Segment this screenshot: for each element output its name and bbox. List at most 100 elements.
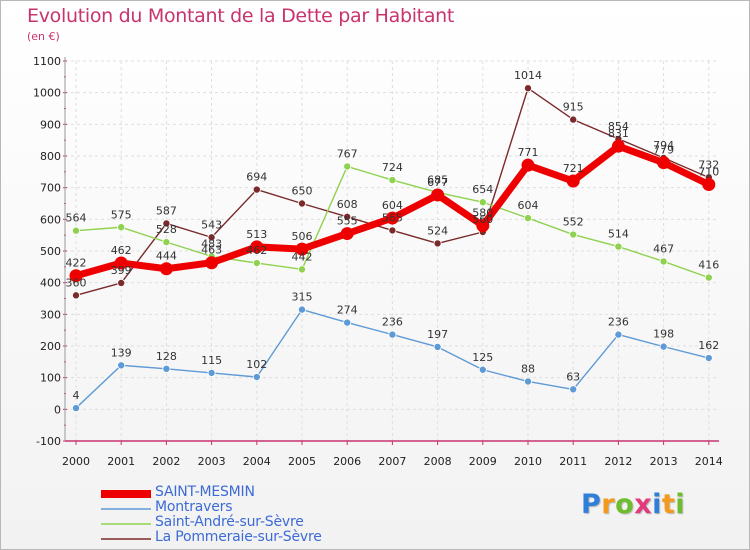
legend-label-saint-andre: Saint-André-sur-Sèvre bbox=[155, 514, 304, 530]
logo-letter: x bbox=[634, 489, 653, 520]
data-point-1 bbox=[659, 342, 668, 351]
data-point-1 bbox=[433, 342, 442, 351]
data-point-2 bbox=[388, 176, 397, 185]
data-point-3 bbox=[117, 278, 126, 287]
data-point-0 bbox=[159, 262, 173, 276]
data-point-0 bbox=[340, 227, 354, 241]
legend-swatch-1 bbox=[101, 508, 151, 510]
data-label-0: 677 bbox=[427, 176, 448, 189]
data-point-1 bbox=[252, 373, 261, 382]
data-point-0 bbox=[69, 269, 83, 283]
data-label-0: 580 bbox=[472, 207, 493, 220]
y-tick-label: 1000 bbox=[33, 87, 61, 100]
data-point-3 bbox=[297, 199, 306, 208]
data-label-1: 162 bbox=[698, 339, 719, 352]
data-label-2: 483 bbox=[201, 237, 222, 250]
legend-swatch-0 bbox=[101, 490, 151, 498]
data-label-0: 513 bbox=[246, 228, 267, 241]
data-label-3: 399 bbox=[111, 264, 132, 277]
data-point-2 bbox=[478, 198, 487, 207]
legend-swatch-3 bbox=[101, 538, 151, 540]
legend-label-la-pommeraie: La Pommeraie-sur-Sèvre bbox=[155, 529, 322, 545]
x-tick-label: 2001 bbox=[107, 455, 135, 468]
data-point-1 bbox=[478, 365, 487, 374]
y-tick-label: 300 bbox=[40, 308, 61, 321]
x-tick-label: 2005 bbox=[288, 455, 316, 468]
data-label-1: 236 bbox=[608, 316, 629, 329]
data-point-0 bbox=[385, 211, 399, 225]
x-tick-label: 2000 bbox=[62, 455, 90, 468]
data-point-2 bbox=[117, 223, 126, 232]
data-label-1: 197 bbox=[427, 328, 448, 341]
y-tick-label: 600 bbox=[40, 213, 61, 226]
chart-unit: (en €) bbox=[27, 30, 60, 43]
data-label-0: 463 bbox=[201, 244, 222, 257]
data-label-1: 115 bbox=[201, 354, 222, 367]
data-label-2: 442 bbox=[292, 250, 313, 263]
y-tick-label: 900 bbox=[40, 118, 61, 131]
data-point-0 bbox=[476, 219, 490, 233]
data-label-3: 560 bbox=[472, 213, 493, 226]
data-point-1 bbox=[72, 404, 81, 413]
data-label-0: 462 bbox=[111, 244, 132, 257]
data-label-1: 4 bbox=[73, 389, 80, 402]
y-tick-label: 100 bbox=[40, 372, 61, 385]
proxiti-logo: Proxiti bbox=[581, 489, 685, 520]
legend-swatch-2 bbox=[101, 523, 151, 525]
x-tick-label: 2014 bbox=[695, 455, 723, 468]
data-label-3: 732 bbox=[698, 159, 719, 172]
logo-letter: r bbox=[601, 489, 616, 520]
data-point-2 bbox=[569, 230, 578, 239]
y-tick-label: 1100 bbox=[33, 55, 61, 68]
x-tick-label: 2007 bbox=[378, 455, 406, 468]
data-label-3: 360 bbox=[66, 276, 87, 289]
y-tick-label: 700 bbox=[40, 182, 61, 195]
data-point-3 bbox=[72, 291, 81, 300]
y-tick-label: 200 bbox=[40, 340, 61, 353]
x-tick-label: 2009 bbox=[469, 455, 497, 468]
data-label-1: 198 bbox=[653, 328, 674, 341]
data-label-2: 552 bbox=[563, 216, 584, 229]
data-point-1 bbox=[704, 354, 713, 363]
data-point-0 bbox=[657, 156, 671, 170]
data-label-0: 831 bbox=[608, 127, 629, 140]
logo-letter: o bbox=[615, 489, 635, 520]
data-label-1: 102 bbox=[246, 358, 267, 371]
data-point-1 bbox=[207, 368, 216, 377]
x-tick-label: 2006 bbox=[333, 455, 361, 468]
data-point-0 bbox=[521, 158, 535, 172]
data-point-3 bbox=[252, 185, 261, 194]
data-point-2 bbox=[72, 226, 81, 235]
data-label-2: 514 bbox=[608, 228, 629, 241]
data-point-2 bbox=[659, 257, 668, 266]
data-point-3 bbox=[524, 84, 533, 93]
data-point-3 bbox=[343, 212, 352, 221]
data-point-0 bbox=[114, 256, 128, 270]
data-label-2: 564 bbox=[66, 212, 87, 225]
data-label-2: 604 bbox=[518, 199, 539, 212]
x-tick-label: 2008 bbox=[424, 455, 452, 468]
data-label-2: 467 bbox=[653, 242, 674, 255]
data-label-3: 587 bbox=[156, 204, 177, 217]
data-label-3: 1014 bbox=[514, 69, 542, 82]
data-label-0: 604 bbox=[382, 199, 403, 212]
data-label-0: 710 bbox=[698, 166, 719, 179]
data-label-0: 555 bbox=[337, 215, 358, 228]
data-label-3: 794 bbox=[653, 139, 674, 152]
data-point-0 bbox=[702, 178, 716, 191]
data-label-0: 506 bbox=[292, 230, 313, 243]
data-point-0 bbox=[295, 242, 309, 256]
data-label-1: 125 bbox=[472, 351, 493, 364]
x-tick-label: 2012 bbox=[604, 455, 632, 468]
x-tick-label: 2003 bbox=[198, 455, 226, 468]
data-point-2 bbox=[343, 162, 352, 171]
data-point-3 bbox=[207, 233, 216, 242]
data-label-2: 528 bbox=[156, 223, 177, 236]
data-point-2 bbox=[704, 273, 713, 282]
data-point-3 bbox=[162, 219, 171, 228]
data-label-0: 444 bbox=[156, 250, 177, 263]
data-label-1: 88 bbox=[521, 362, 535, 375]
data-point-0 bbox=[431, 188, 445, 202]
y-tick-label: 800 bbox=[40, 150, 61, 163]
